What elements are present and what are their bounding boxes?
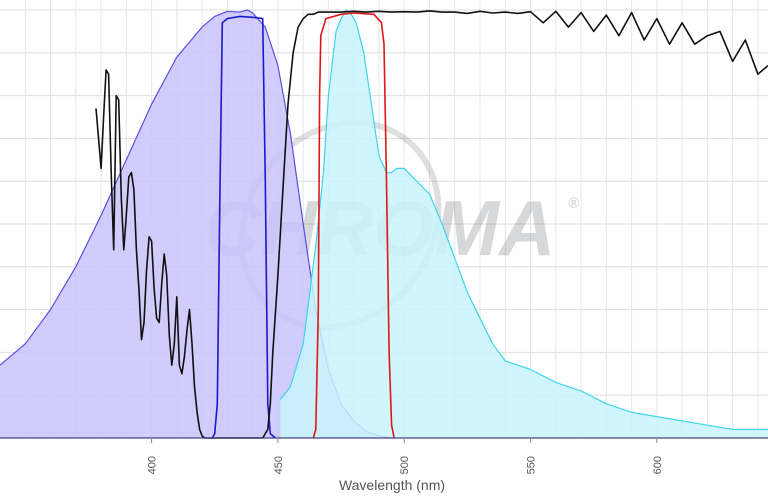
x-tick-label: 400 bbox=[147, 456, 159, 474]
x-tick-label: 500 bbox=[399, 456, 411, 474]
excitation-filter-line bbox=[211, 15, 276, 439]
x-tick-label: 600 bbox=[652, 456, 664, 474]
excitation-area-fill bbox=[0, 10, 392, 438]
emission-area-fill bbox=[280, 10, 768, 438]
series-layer bbox=[0, 9, 768, 439]
x-axis: 400 450 500 550 600 bbox=[0, 437, 768, 474]
x-axis-title: Wavelength (nm) bbox=[339, 477, 445, 493]
emission-area-line bbox=[279, 9, 768, 430]
x-tick-label: 450 bbox=[273, 456, 285, 474]
emission-filter-line bbox=[312, 12, 395, 439]
x-tick-label: 550 bbox=[526, 456, 538, 474]
watermark-registered-mark: ® bbox=[568, 195, 580, 212]
